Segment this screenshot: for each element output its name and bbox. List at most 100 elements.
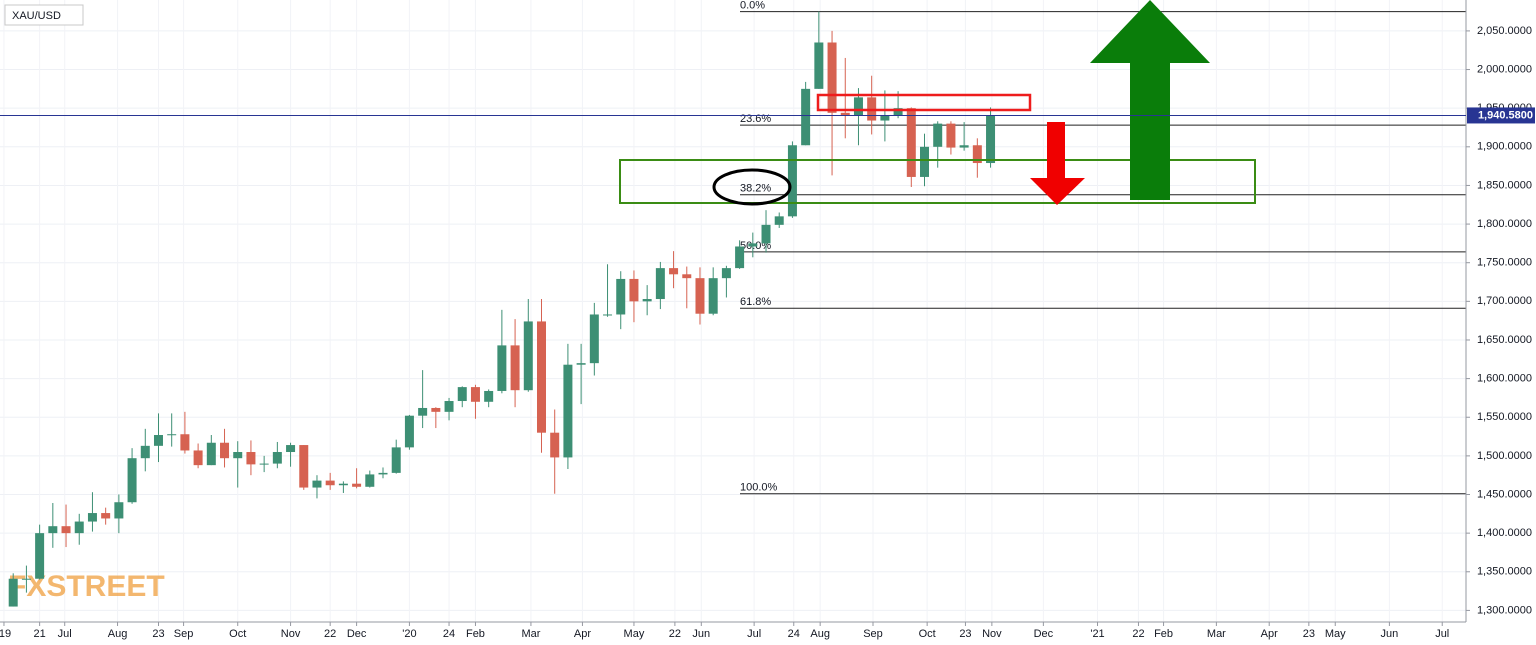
x-tick-label: Sep [174, 628, 194, 640]
candle-body [74, 521, 84, 534]
x-tick-label: Nov [281, 628, 301, 640]
candle-body [61, 526, 71, 534]
x-tick-label: Aug [108, 628, 128, 640]
candle-body [272, 452, 282, 464]
candle-body [391, 447, 401, 473]
candle-body [167, 434, 177, 436]
highlight-ellipse [712, 168, 792, 206]
candle-body [246, 452, 256, 465]
x-tick-label: 23 [959, 628, 971, 640]
x-tick-label: Sep [863, 628, 883, 640]
candle-body [721, 268, 731, 279]
down-arrow [1030, 122, 1085, 205]
candle-body [299, 445, 309, 488]
candle-body [484, 390, 494, 402]
candle-body [523, 321, 533, 391]
candle-body [616, 278, 626, 315]
candle-body [827, 42, 837, 113]
grid [0, 0, 1466, 622]
candle-body [893, 108, 903, 116]
y-tick-label: 1,450.0000 [1477, 488, 1532, 500]
last-price-label: 1,940.5800 [1478, 109, 1533, 121]
candle-body [87, 513, 97, 522]
candle-body [642, 299, 652, 302]
candle-body [444, 401, 454, 412]
x-tick-label: May [624, 628, 645, 640]
candle-body [8, 578, 18, 607]
candle-body [840, 112, 850, 116]
y-tick-label: 1,400.0000 [1477, 527, 1532, 539]
resistance-zone [816, 93, 1032, 112]
y-tick-label: 2,050.0000 [1477, 25, 1532, 37]
candle-body [946, 123, 956, 148]
x-tick-label: 23 [152, 628, 164, 640]
candle-body [365, 474, 375, 487]
candle-body [629, 278, 639, 302]
y-tick-label: 1,650.0000 [1477, 334, 1532, 346]
candle-body [655, 268, 665, 300]
candle-body [853, 97, 863, 116]
candle-body [563, 364, 573, 458]
candle-body [286, 445, 296, 453]
candle-body [748, 243, 758, 247]
y-tick-label: 1,700.0000 [1477, 295, 1532, 307]
candle-body [457, 387, 467, 402]
x-tick-label: '20 [402, 628, 416, 640]
x-tick-label: Apr [1261, 628, 1278, 640]
candle-body [576, 363, 586, 365]
x-tick-label: Jun [692, 628, 710, 640]
y-tick-label: 1,350.0000 [1477, 566, 1532, 578]
candle-body [933, 123, 943, 147]
x-tick-label: Aug [810, 628, 830, 640]
y-tick-label: 1,600.0000 [1477, 373, 1532, 385]
candle-body [325, 480, 335, 486]
x-tick-label: Jul [747, 628, 761, 640]
candle-body [233, 452, 243, 459]
candle-body [259, 463, 269, 465]
candle-body [814, 42, 824, 89]
x-tick-label: Feb [466, 628, 485, 640]
x-tick-label: Jun [1381, 628, 1399, 640]
x-tick-label: Apr [574, 628, 591, 640]
candle-body [48, 526, 58, 534]
x-tick-label: Jul [1435, 628, 1449, 640]
fib-label: 100.0% [740, 482, 778, 494]
candle-body [418, 407, 428, 416]
candle-body [220, 442, 230, 459]
x-tick-label: May [1325, 628, 1346, 640]
candle-body [906, 108, 916, 177]
x-tick-label: Oct [919, 628, 936, 640]
x-tick-label: Dec [1034, 628, 1054, 640]
x-tick-label: 22 [669, 628, 681, 640]
candle-body [603, 314, 613, 316]
candle-body [589, 314, 599, 364]
candle-body [470, 387, 480, 402]
x-tick-label: Jul [58, 628, 72, 640]
candle-body [497, 345, 507, 391]
candle-body [140, 445, 150, 459]
x-tick-label: Feb [1154, 628, 1173, 640]
fib-label: 38.2% [740, 183, 771, 195]
y-tick-label: 1,300.0000 [1477, 604, 1532, 616]
candle-body [880, 115, 890, 121]
candle-body [682, 274, 692, 279]
candle-body [431, 407, 441, 412]
up-arrow [1090, 0, 1210, 200]
candle-body [695, 278, 705, 314]
x-tick-label: '21 [1090, 628, 1104, 640]
candle-body [550, 432, 560, 458]
candle-body [180, 434, 190, 451]
x-tick-label: Dec [347, 628, 367, 640]
candle-body [114, 502, 124, 519]
candle-body [193, 450, 203, 466]
last-price-box [1467, 107, 1535, 124]
candle-body [972, 145, 982, 164]
fib-label: 0.0% [740, 0, 765, 11]
candle-body [378, 472, 388, 475]
candle-body [352, 483, 362, 487]
x-tick-label: Oct [229, 628, 246, 640]
candle-body [986, 115, 996, 164]
candle-body [959, 145, 969, 148]
